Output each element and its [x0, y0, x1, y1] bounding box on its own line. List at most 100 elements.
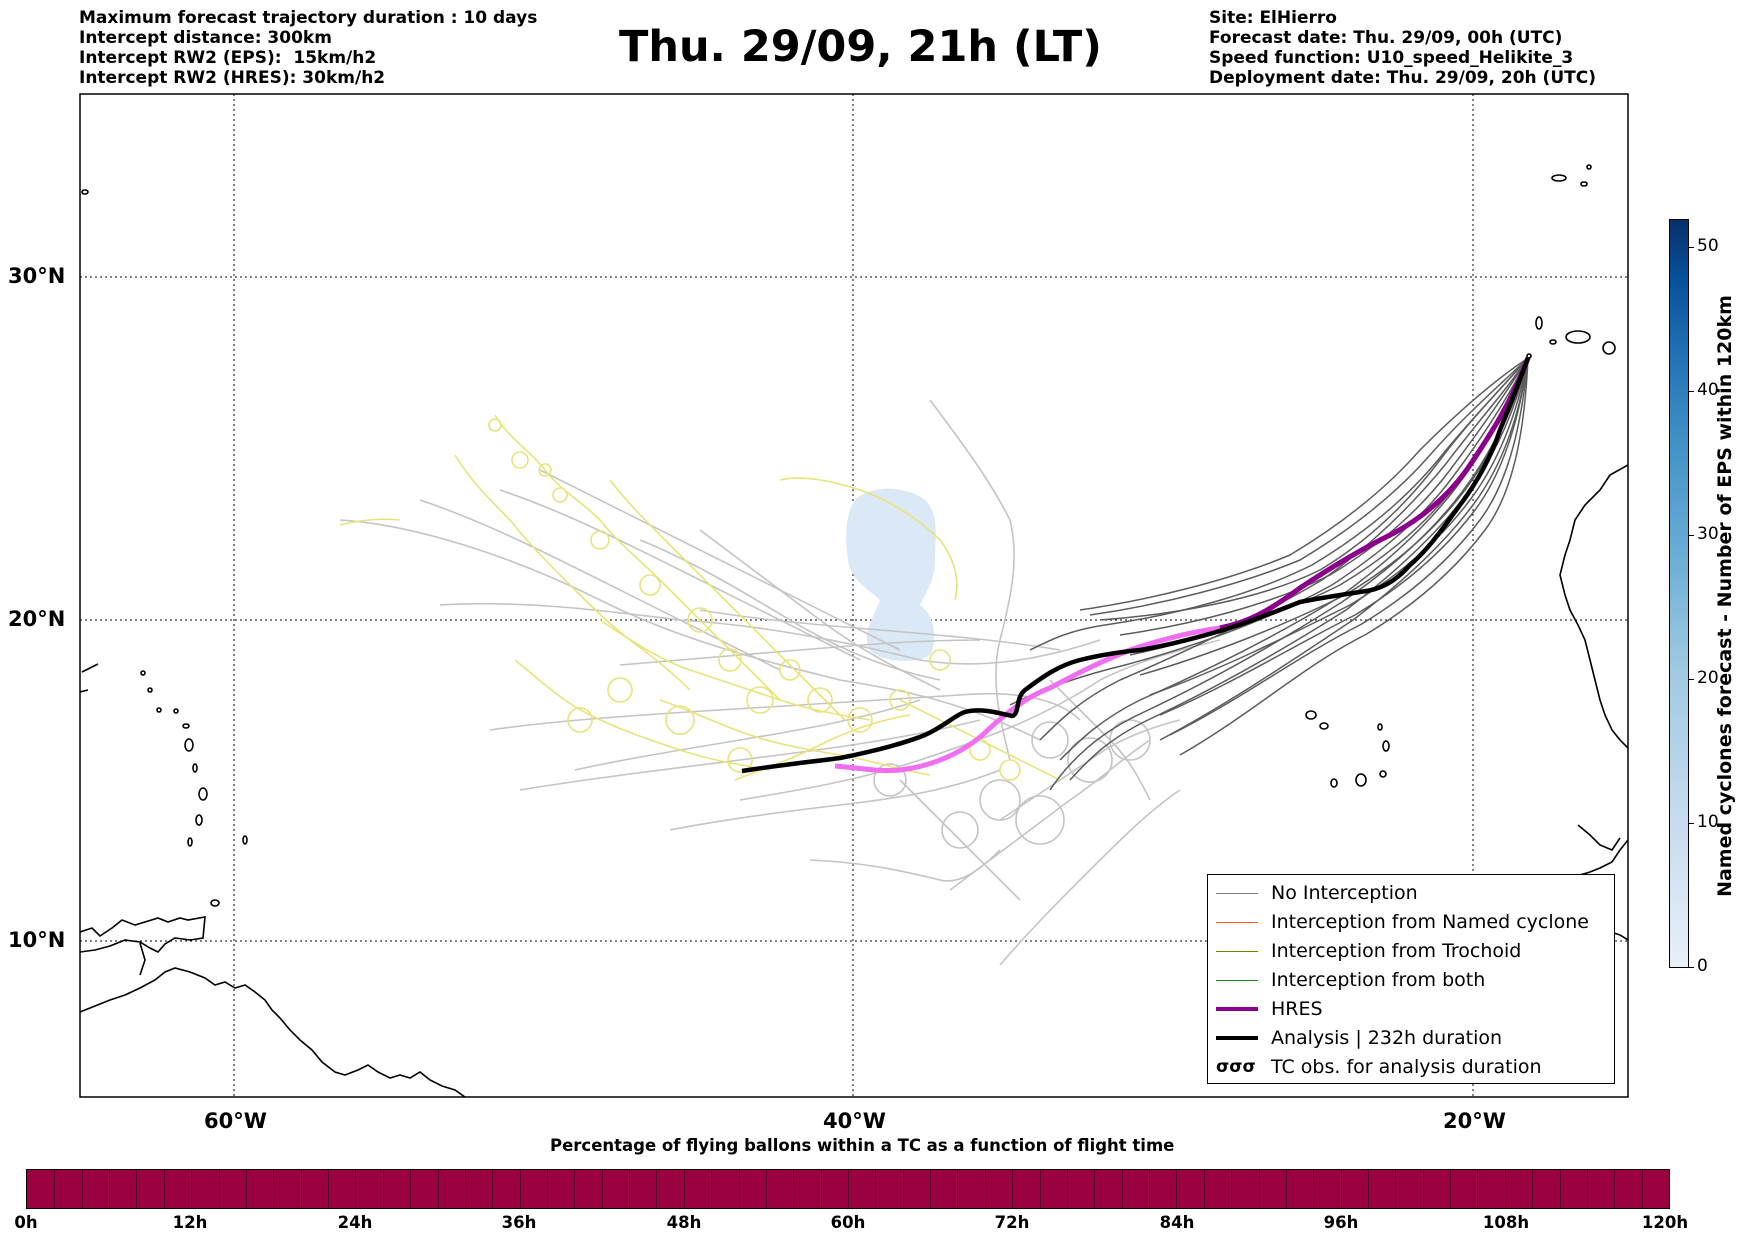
islands	[81, 164, 1616, 907]
percentage-bar-tick	[738, 1170, 740, 1208]
pct-label-48h: 48h	[666, 1213, 702, 1232]
legend-label: TC obs. for analysis duration	[1271, 1056, 1542, 1078]
percentage-bar-tick	[601, 1170, 603, 1208]
legend-item-analysis: Analysis | 232h duration	[1208, 1026, 1614, 1052]
gray-trajectory	[499, 489, 861, 661]
yellow-loop	[488, 418, 502, 432]
colorbar-label-30: 30	[1697, 524, 1719, 544]
hres-trajectory-late	[1219, 357, 1531, 631]
cape-verde-santiago	[1355, 773, 1367, 787]
percentage-bar-tick	[1176, 1170, 1178, 1208]
venezuela-coast	[80, 916, 206, 953]
percentage-bar-tick	[1285, 1170, 1287, 1208]
percentage-bar-tick	[464, 1170, 466, 1208]
ensemble-trajectory	[1159, 357, 1529, 716]
percentage-bar-tick	[1094, 1170, 1096, 1208]
pct-label-24h: 24h	[337, 1213, 373, 1232]
colorbar	[1669, 219, 1689, 968]
intercept-distance-text: Intercept distance: 300km	[79, 28, 332, 48]
yellow-trajectory	[899, 699, 1061, 781]
analysis-trajectory	[741, 357, 1531, 774]
gray-trajectory	[669, 769, 1001, 831]
south-america-coast	[80, 967, 466, 1097]
speed-function-text: Speed function: U10_speed_Helikite_3	[1209, 48, 1574, 68]
percentage-bar-tick	[328, 1170, 330, 1208]
gray-trajectory	[739, 639, 1221, 801]
lat-label-10n: 10°N	[8, 928, 66, 952]
cyclone-density-blob	[846, 488, 936, 662]
percentage-bar-tick	[820, 1170, 822, 1208]
legend-label: HRES	[1271, 998, 1323, 1020]
yellow-trajectory	[454, 454, 691, 691]
cape-verde-boa-vista	[1382, 740, 1390, 752]
yellow-loop	[727, 747, 753, 773]
percentage-bar-tick	[957, 1170, 959, 1208]
percentage-bar-tick	[629, 1170, 631, 1208]
percentage-bar-tick	[191, 1170, 193, 1208]
legend-item-named-cyclone: Interception from Named cyclone	[1208, 910, 1614, 936]
percentage-bar-tick	[1012, 1170, 1014, 1208]
madeira-island	[1551, 174, 1567, 182]
legend-label: Analysis | 232h duration	[1271, 1027, 1503, 1049]
colorbar-tick	[1689, 679, 1694, 680]
site-text: Site: ElHierro	[1209, 8, 1337, 28]
map-legend: No Interception Interception from Named …	[1207, 874, 1615, 1084]
legend-item-both: Interception from both	[1208, 968, 1614, 994]
percentage-bar-tick	[519, 1170, 521, 1208]
leeward-island-1	[156, 707, 162, 713]
yellow-trajectory	[514, 659, 771, 771]
percentage-bar-tick	[765, 1170, 767, 1208]
legend-line-purple	[1216, 1007, 1258, 1011]
percentage-bar-tick	[245, 1170, 247, 1208]
tc-obs-symbol-icon: σσσ	[1216, 1057, 1256, 1077]
lat-label-30n: 30°N	[8, 264, 66, 288]
legend-label: No Interception	[1271, 882, 1418, 904]
legend-label: Interception from Named cyclone	[1271, 911, 1589, 933]
percentage-bar-tick	[355, 1170, 357, 1208]
percentage-bar-tick	[163, 1170, 165, 1208]
legend-line-black	[1216, 1036, 1258, 1040]
percentage-bar-tick	[136, 1170, 138, 1208]
colorbar-tick	[1689, 967, 1694, 968]
desertas-island	[1586, 164, 1592, 170]
gray-trajectory	[519, 719, 981, 791]
cape-verde-fogo	[1330, 778, 1338, 788]
percentage-bar-tick	[1477, 1170, 1479, 1208]
colorbar-tick	[1689, 823, 1694, 824]
percentage-bar-tick	[1203, 1170, 1205, 1208]
page-title: Thu. 29/09, 21h (LT)	[619, 22, 1102, 72]
percentage-bar-tick	[546, 1170, 548, 1208]
barbados-island	[210, 899, 220, 907]
tenerife-island	[1565, 330, 1591, 344]
pct-label-12h: 12h	[172, 1213, 208, 1232]
africa-coast-bight	[1577, 824, 1621, 851]
percentage-bar-tick	[656, 1170, 658, 1208]
st-lucia-island	[195, 814, 203, 826]
legend-line-orange	[1216, 922, 1258, 923]
percentage-bar-tick	[218, 1170, 220, 1208]
percentage-bar-tick	[410, 1170, 412, 1208]
percentage-bar-tick	[109, 1170, 111, 1208]
el-hierro-island	[1526, 353, 1532, 359]
pct-label-120h: 120h	[1641, 1213, 1689, 1232]
bermuda-island	[81, 189, 89, 195]
yellow-loop	[538, 463, 552, 477]
coastlines	[80, 464, 1628, 1097]
max-duration-text: Maximum forecast trajectory duration : 1…	[79, 8, 538, 28]
ensemble-trajectory	[1169, 357, 1529, 736]
header-right-info: Site: ElHierro Forecast date: Thu. 29/09…	[1209, 8, 1596, 88]
yellow-loop	[847, 707, 873, 733]
colorbar-label-20: 20	[1697, 668, 1719, 688]
yellow-loop	[889, 689, 911, 711]
gray-trajectory	[439, 602, 1101, 665]
legend-line-gray	[1216, 893, 1258, 894]
colorbar-title: Named cyclones forecast - Number of EPS …	[1714, 295, 1736, 897]
yellow-loop	[779, 659, 801, 681]
colorbar-tick	[1689, 535, 1694, 536]
gray-loop	[1015, 795, 1065, 845]
gray-trajectory	[699, 609, 1061, 651]
gray-trajectory	[929, 399, 1015, 761]
yellow-trajectory	[734, 714, 911, 781]
puerto-rico-coast	[81, 663, 99, 673]
gray-loop	[979, 779, 1021, 821]
